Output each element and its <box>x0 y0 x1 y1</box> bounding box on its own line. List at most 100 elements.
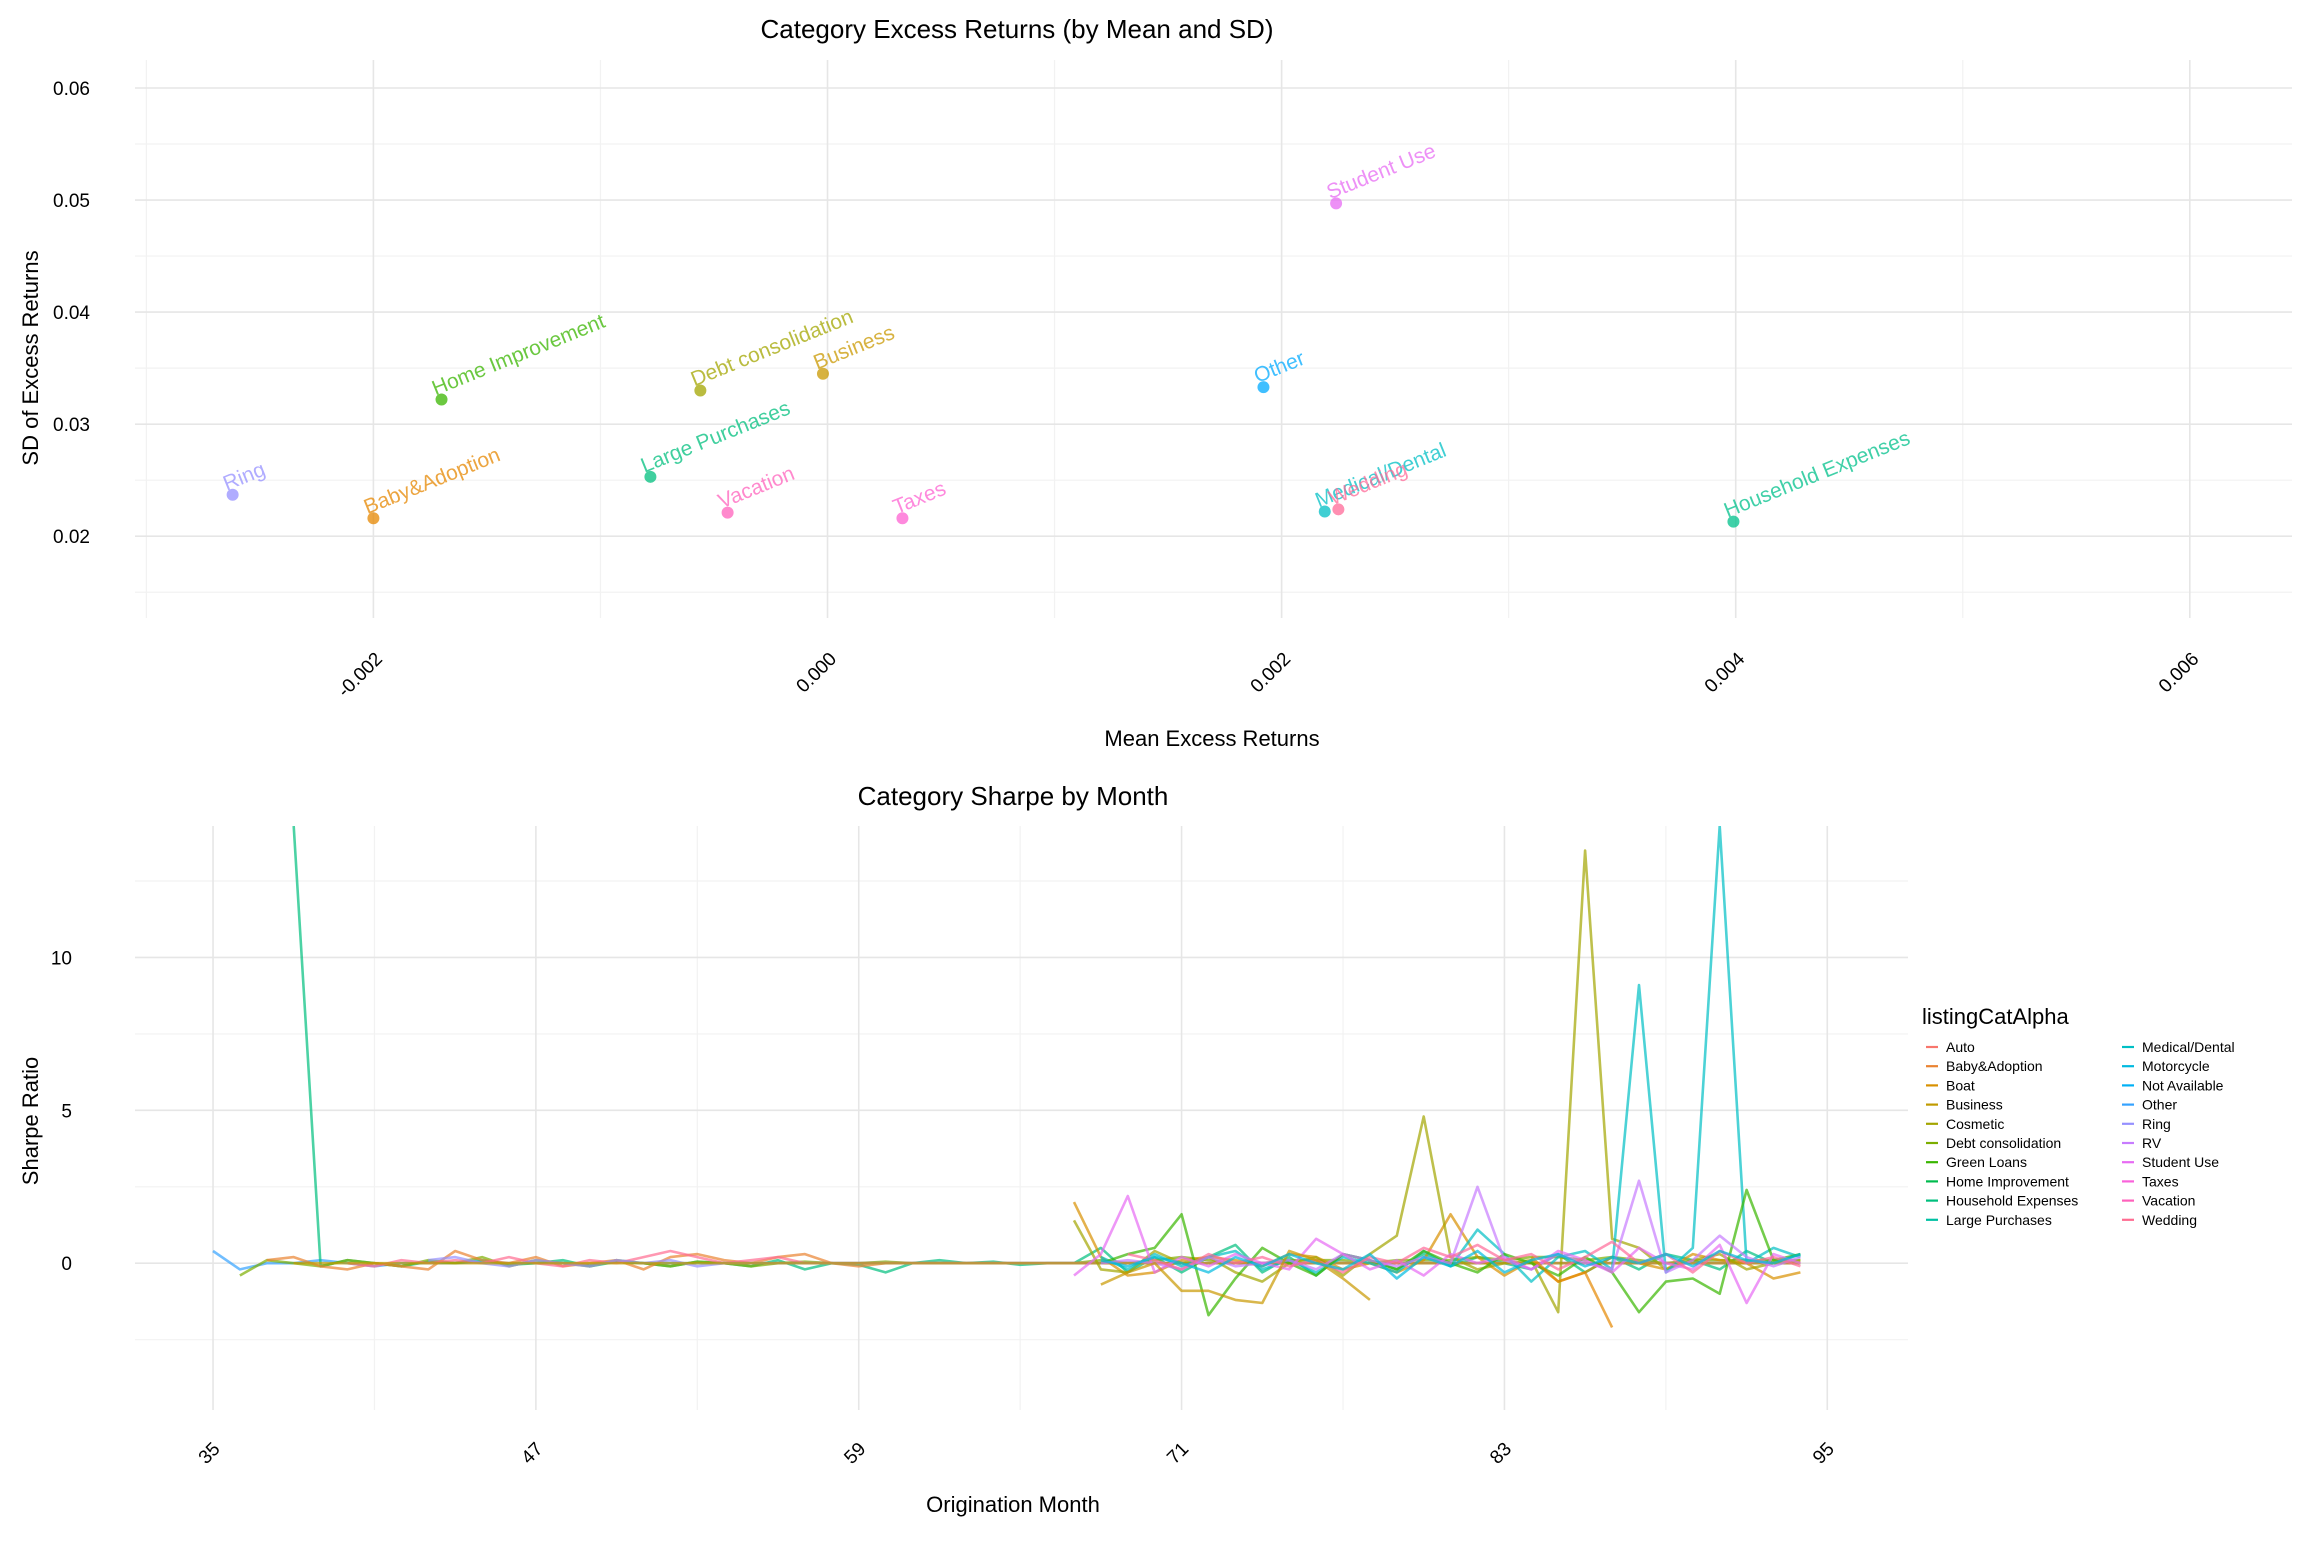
y-tick-label: 0.02 <box>53 527 90 548</box>
legend-item: Other <box>2122 1097 2177 1113</box>
legend-label: Vacation <box>2142 1193 2195 1209</box>
x-tick-label: 0.004 <box>1701 648 1750 697</box>
legend-item: Ring <box>2122 1116 2171 1132</box>
legend-title: listingCatAlpha <box>1922 1004 2070 1029</box>
scatter-point <box>644 470 657 483</box>
legend-item: Cosmetic <box>1926 1116 2004 1132</box>
point-label: Large Purchases <box>638 397 794 478</box>
point-label: Baby&Adoption <box>361 443 504 519</box>
line-y-axis-label: Sharpe Ratio <box>18 1057 43 1185</box>
line-series <box>212 826 1801 1328</box>
x-tick-label: 83 <box>1486 1439 1516 1469</box>
scatter-x-axis-label: Mean Excess Returns <box>1104 726 1319 751</box>
series-line <box>1530 1256 1614 1328</box>
scatter-point <box>1318 505 1331 518</box>
point-label: Student Use <box>1323 139 1439 204</box>
scatter-panel: -0.002 0.000 0.002 0.004 0.006 0.020.030.040… <box>18 14 2292 751</box>
x-tick-label: 0.002 <box>1247 649 1295 697</box>
y-tick-label: 10 <box>51 948 72 969</box>
legend-item: Auto <box>1926 1039 1975 1055</box>
point-label: Other <box>1251 347 1308 388</box>
point-label: Home Improvement <box>429 310 609 400</box>
legend-item: RV <box>2122 1135 2162 1151</box>
x-tick-label: 35 <box>195 1439 225 1469</box>
scatter-point <box>1332 503 1345 516</box>
x-tick-label: 95 <box>1809 1439 1839 1469</box>
scatter-point <box>816 367 829 380</box>
legend-item: Household Expenses <box>1926 1193 2078 1209</box>
line-grid <box>135 826 1908 1410</box>
legend-label: Debt consolidation <box>1946 1135 2061 1151</box>
series-line <box>1072 849 1801 1314</box>
point-label: Wedding <box>1326 458 1411 510</box>
legend-label: Student Use <box>2142 1154 2219 1170</box>
scatter-points: Ring Baby&Adoption Home Improvement Large P… <box>220 139 1914 528</box>
legend-item: Student Use <box>2122 1154 2219 1170</box>
legend-entries: Auto Baby&Adoption Boat Business Cosmetic Deb… <box>1926 1039 2235 1228</box>
legend-item: Green Loans <box>1926 1154 2027 1170</box>
x-tick-label: 0.000 <box>793 649 841 697</box>
scatter-point <box>367 512 380 525</box>
x-tick-label: 0.006 <box>2155 649 2203 697</box>
scatter-point <box>721 506 734 519</box>
legend-item: Not Available <box>2122 1077 2224 1093</box>
scatter-point <box>1727 515 1740 528</box>
line-x-axis-label: Origination Month <box>926 1492 1100 1517</box>
scatter-point <box>694 384 707 397</box>
series-line <box>1100 1249 1801 1280</box>
y-tick-label: 5 <box>61 1101 72 1122</box>
legend-label: Green Loans <box>1946 1154 2027 1170</box>
legend-label: Business <box>1946 1097 2003 1113</box>
legend-label: Cosmetic <box>1946 1116 2004 1132</box>
legend-item: Business <box>1926 1097 2003 1113</box>
legend-label: Motorcycle <box>2142 1058 2210 1074</box>
legend-label: Medical/Dental <box>2142 1039 2235 1055</box>
scatter-y-axis-label: SD of Excess Returns <box>18 250 43 465</box>
line-x-ticks: 35 47 59 71 83 95 <box>195 1439 1839 1469</box>
legend-label: Ring <box>2142 1116 2171 1132</box>
y-tick-label: 0.04 <box>53 303 90 324</box>
legend-label: Taxes <box>2142 1173 2179 1189</box>
scatter-point <box>1257 381 1270 394</box>
series-line <box>1100 1179 1801 1274</box>
point-label: Household Expenses <box>1721 427 1914 523</box>
point-label: Taxes <box>890 477 949 519</box>
line-panel: 35 47 59 71 83 95 0 5 10 Category Sharpe by Mon… <box>18 781 2235 1517</box>
legend-label: Home Improvement <box>1946 1173 2069 1189</box>
scatter-point <box>1330 197 1343 210</box>
legend-item: Baby&Adoption <box>1926 1058 2043 1074</box>
point-label: Vacation <box>715 462 798 513</box>
legend-item: Wedding <box>2122 1212 2197 1228</box>
legend-label: Other <box>2142 1097 2177 1113</box>
legend-item: Vacation <box>2122 1193 2195 1209</box>
legend-label: Wedding <box>2142 1212 2197 1228</box>
x-tick-label: 47 <box>518 1439 548 1469</box>
legend-label: Household Expenses <box>1946 1193 2078 1209</box>
y-tick-label: 0 <box>61 1254 72 1275</box>
legend-label: Large Purchases <box>1946 1212 2052 1228</box>
legend-item: Large Purchases <box>1926 1212 2052 1228</box>
legend-label: Boat <box>1946 1077 1975 1093</box>
legend-item: Debt consolidation <box>1926 1135 2061 1151</box>
line-y-ticks: 0 5 10 <box>51 948 72 1275</box>
line-title: Category Sharpe by Month <box>858 781 1169 811</box>
legend-label: Baby&Adoption <box>1946 1058 2043 1074</box>
scatter-y-ticks: 0.02 0.03 0.04 0.05 0.06 <box>53 79 90 548</box>
scatter-point <box>226 488 239 501</box>
scatter-grid <box>135 60 2292 618</box>
scatter-point <box>896 512 909 525</box>
y-tick-label: 0.05 <box>53 191 90 212</box>
scatter-point <box>435 393 448 406</box>
x-tick-label: 71 <box>1163 1439 1193 1469</box>
legend-item: Motorcycle <box>2122 1058 2210 1074</box>
legend-item: Medical/Dental <box>2122 1039 2235 1055</box>
legend-item: Taxes <box>2122 1173 2179 1189</box>
y-tick-label: 0.06 <box>53 79 90 100</box>
y-tick-label: 0.03 <box>53 415 90 436</box>
scatter-x-ticks: -0.002 0.000 0.002 0.004 0.006 <box>334 648 2203 701</box>
legend: listingCatAlpha Auto Baby&Adoption Boat Bus… <box>1922 1004 2235 1228</box>
point-label: Ring <box>220 458 269 496</box>
legend-item: Boat <box>1926 1077 1975 1093</box>
